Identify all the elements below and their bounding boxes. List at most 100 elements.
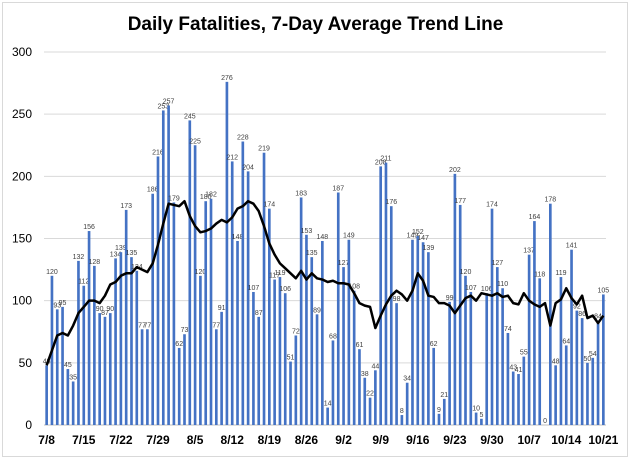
bar [183, 334, 186, 425]
bar [225, 81, 229, 425]
bar [554, 365, 557, 425]
bar-data-label: 86 [578, 311, 586, 318]
bar-data-label: 152 [412, 229, 424, 236]
bar-data-label: 43 [509, 365, 517, 372]
bar-data-label: 50 [584, 356, 592, 363]
x-tick-label: 9/2 [335, 433, 352, 447]
bar [533, 221, 536, 425]
bar [421, 242, 425, 425]
bar [570, 249, 573, 425]
bar [331, 340, 335, 425]
bar-data-label: 107 [465, 285, 477, 292]
bar-data-label: 139 [115, 245, 127, 252]
x-tick-label: 10/21 [588, 433, 618, 447]
bar [289, 361, 292, 425]
bar [262, 152, 266, 425]
bar [559, 277, 563, 425]
bar [490, 208, 494, 425]
bar-data-label: 92 [573, 304, 581, 311]
x-tick-label: 10/14 [551, 433, 581, 447]
bar-data-label: 174 [486, 202, 498, 209]
bar [45, 365, 48, 425]
bar [580, 318, 584, 425]
bar [119, 252, 123, 425]
bar-data-label: 73 [181, 327, 189, 334]
bar [480, 418, 483, 425]
bar [257, 316, 261, 425]
bar [575, 310, 579, 425]
bar [305, 234, 308, 425]
y-tick-label: 250 [12, 107, 32, 121]
bar-data-label: 120 [195, 269, 207, 276]
bar [395, 303, 398, 425]
bar-data-label: 132 [73, 254, 85, 261]
bar-data-label: 212 [226, 154, 238, 161]
bar-data-label: 164 [529, 214, 541, 221]
bar-data-label: 10 [472, 406, 480, 413]
bar [156, 156, 160, 425]
bar-data-label: 90 [106, 306, 114, 313]
bar [602, 294, 605, 425]
bar [411, 239, 414, 425]
bar-data-label: 74 [504, 326, 512, 333]
bar-data-label: 62 [175, 341, 183, 348]
bar [400, 415, 404, 425]
bar [368, 397, 372, 425]
bar-data-label: 61 [356, 342, 364, 349]
bar-data-label: 77 [143, 322, 151, 329]
bar-data-label: 276 [221, 75, 233, 82]
x-tick-label: 8/12 [221, 433, 245, 447]
bar [474, 412, 478, 425]
bar [495, 267, 499, 425]
bar-data-label: 34 [403, 376, 411, 383]
bar-data-label: 139 [423, 245, 435, 252]
bar [93, 265, 96, 425]
bar-data-label: 62 [430, 341, 438, 348]
bar [161, 110, 165, 425]
bar-data-label: 180 [200, 194, 212, 201]
bar [209, 198, 213, 425]
bar [458, 204, 462, 425]
bar [564, 345, 568, 425]
bar-data-label: 77 [138, 322, 146, 329]
bar [82, 285, 86, 425]
bar [220, 311, 223, 425]
bar [71, 381, 75, 425]
y-tick-label: 100 [12, 294, 32, 308]
bar-data-label: 87 [101, 310, 109, 317]
bar [214, 329, 218, 425]
bar-data-label: 174 [263, 202, 275, 209]
x-tick-label: 7/22 [109, 433, 133, 447]
bar-data-label: 95 [59, 300, 67, 307]
x-tick-label: 7/15 [72, 433, 96, 447]
bar [416, 236, 420, 425]
bar-data-label: 149 [407, 233, 419, 240]
bar-data-label: 14 [324, 401, 332, 408]
bar-data-label: 120 [460, 269, 472, 276]
bar-data-label: 99 [446, 295, 454, 302]
bar-data-label: 48 [552, 358, 560, 365]
bar-data-label: 107 [248, 285, 260, 292]
bar-data-label: 176 [385, 199, 397, 206]
bar-data-label: 257 [163, 98, 175, 105]
bar [448, 301, 451, 425]
x-tick-label: 8/5 [187, 433, 204, 447]
bar-data-label: 147 [417, 235, 429, 242]
bar [146, 329, 149, 425]
bar [538, 278, 542, 425]
bar [268, 208, 271, 425]
bar-data-label: 156 [83, 224, 95, 231]
bar-data-label: 68 [329, 333, 337, 340]
bar-data-label: 183 [295, 190, 307, 197]
bar-data-label: 120 [46, 269, 58, 276]
bar [252, 291, 255, 425]
bar [177, 347, 181, 425]
bar-data-label: 149 [343, 233, 355, 240]
bar-data-label: 211 [380, 156, 391, 163]
bar-data-label: 45 [64, 362, 72, 369]
bar-data-label: 55 [520, 350, 528, 357]
bar-data-label: 141 [566, 243, 578, 250]
bar-data-label: 137 [523, 248, 535, 255]
y-tick-label: 0 [25, 418, 32, 432]
bar-data-label: 216 [152, 149, 164, 156]
